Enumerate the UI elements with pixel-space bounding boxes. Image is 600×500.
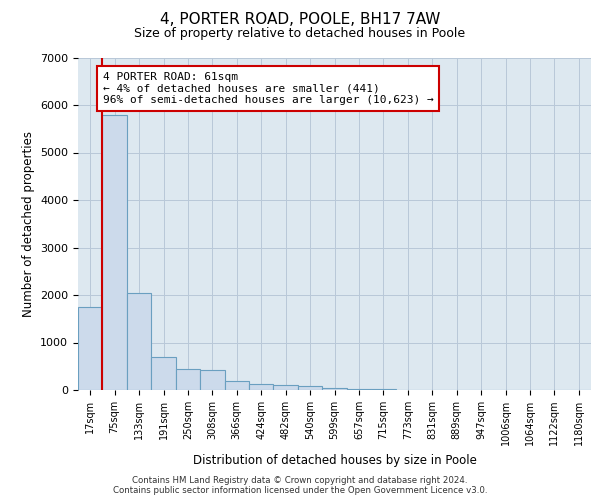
- Bar: [371, 389, 395, 390]
- Bar: [151, 357, 176, 390]
- Bar: [322, 388, 347, 390]
- Text: Contains HM Land Registry data © Crown copyright and database right 2024.
Contai: Contains HM Land Registry data © Crown c…: [113, 476, 487, 495]
- Bar: [200, 370, 224, 390]
- Bar: [274, 385, 298, 390]
- Bar: [249, 384, 274, 390]
- Bar: [298, 386, 322, 390]
- X-axis label: Distribution of detached houses by size in Poole: Distribution of detached houses by size …: [193, 454, 476, 466]
- Text: 4, PORTER ROAD, POOLE, BH17 7AW: 4, PORTER ROAD, POOLE, BH17 7AW: [160, 12, 440, 28]
- Bar: [103, 114, 127, 390]
- Bar: [224, 380, 249, 390]
- Bar: [127, 292, 151, 390]
- Bar: [176, 368, 200, 390]
- Bar: [347, 388, 371, 390]
- Y-axis label: Number of detached properties: Number of detached properties: [22, 130, 35, 317]
- Text: Size of property relative to detached houses in Poole: Size of property relative to detached ho…: [134, 28, 466, 40]
- Bar: [78, 307, 103, 390]
- Text: 4 PORTER ROAD: 61sqm
← 4% of detached houses are smaller (441)
96% of semi-detac: 4 PORTER ROAD: 61sqm ← 4% of detached ho…: [103, 72, 434, 105]
